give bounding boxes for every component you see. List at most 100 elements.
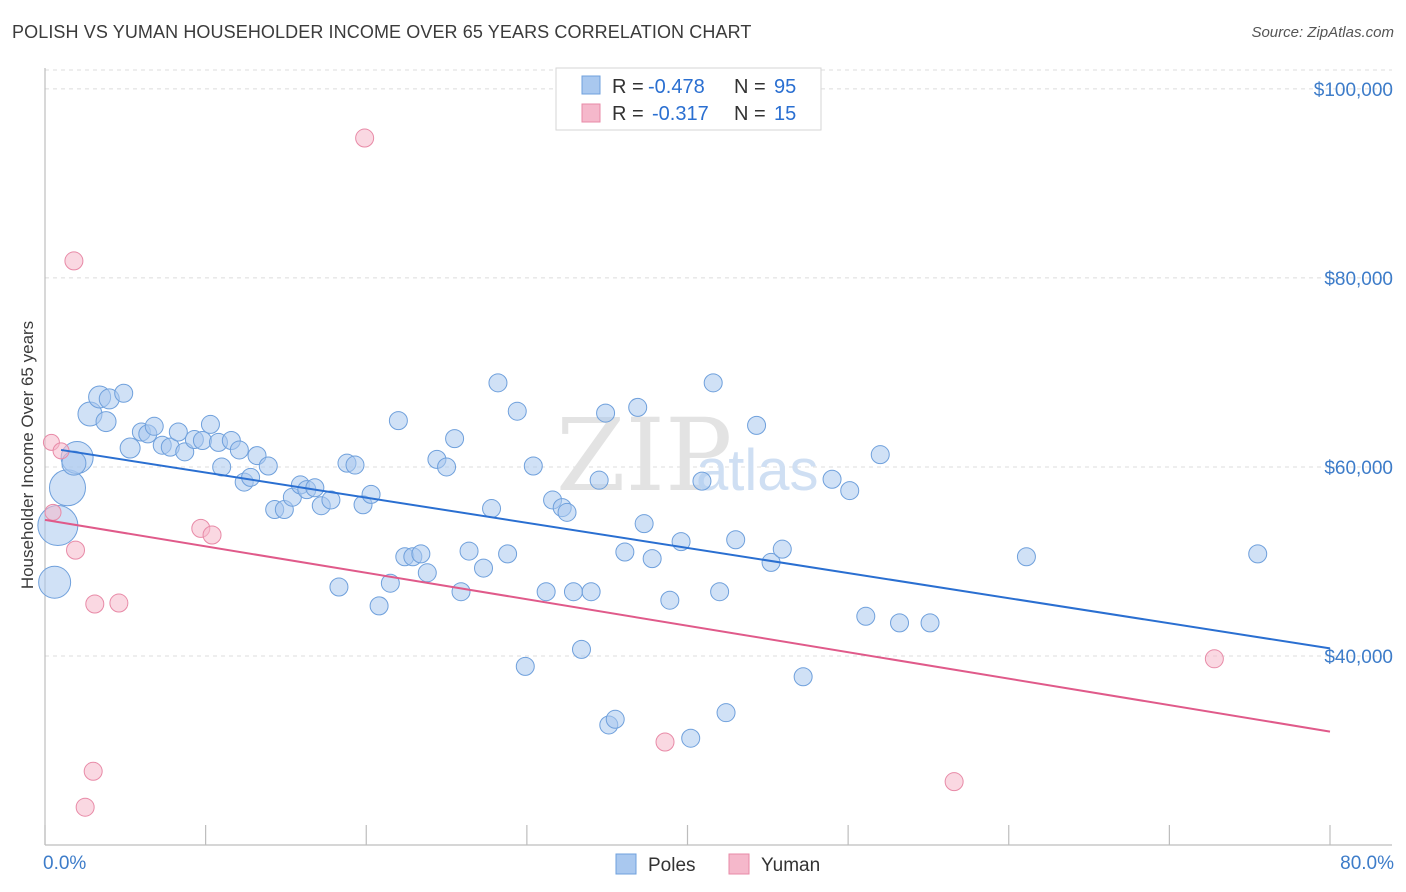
point-poles — [258, 456, 278, 476]
point-poles — [605, 709, 625, 729]
point-poles — [369, 596, 389, 616]
legend-n-label: N = — [734, 76, 766, 98]
point-poles — [1248, 544, 1268, 564]
point-poles — [474, 558, 494, 578]
point-poles — [498, 544, 518, 564]
point-poles — [388, 411, 408, 431]
point-poles — [229, 440, 249, 460]
point-poles — [596, 403, 616, 423]
legend-swatch-poles — [581, 75, 601, 95]
y-tick-label: $40,000 — [1324, 647, 1393, 668]
point-poles — [840, 481, 860, 501]
point-yuman — [75, 797, 95, 817]
point-poles — [563, 582, 583, 602]
point-poles — [361, 484, 381, 504]
bottom-legend: Poles Yuman — [615, 853, 820, 876]
x-tick-label: 80.0% — [1340, 853, 1394, 874]
point-poles — [119, 437, 141, 459]
chart-title: POLISH VS YUMAN HOUSEHOLDER INCOME OVER … — [12, 22, 752, 42]
point-poles — [459, 541, 479, 561]
point-poles — [581, 582, 601, 602]
point-yuman — [944, 772, 964, 792]
axes — [44, 68, 1392, 846]
tick-labels: $40,000 $60,000 $80,000 $100,000 0.0% 80.0% — [43, 80, 1394, 874]
point-poles — [437, 457, 457, 477]
x-tick-label: 0.0% — [43, 853, 86, 874]
point-poles — [710, 582, 730, 602]
point-poles — [411, 544, 431, 564]
watermark-zip: ZIP — [556, 397, 732, 514]
legend: R = -0.478 N = 95 R = -0.317 N = 15 — [555, 67, 822, 131]
bottom-legend-swatch-yuman — [728, 853, 750, 875]
point-poles — [445, 429, 465, 449]
data-points — [37, 128, 1268, 817]
point-yuman — [83, 761, 103, 781]
point-poles — [716, 703, 736, 723]
trend-lines — [44, 448, 1331, 733]
legend-n-value: 15 — [774, 103, 796, 125]
y-axis-label: Householder Income Over 65 years — [18, 321, 37, 589]
point-poles — [329, 577, 349, 597]
point-poles — [38, 565, 72, 599]
point-poles — [589, 470, 609, 490]
point-poles — [482, 499, 502, 519]
point-poles — [726, 530, 746, 550]
trend-line-yuman — [44, 518, 1331, 733]
point-poles — [628, 397, 648, 417]
point-poles — [536, 582, 556, 602]
point-poles — [660, 590, 680, 610]
legend-n-value: 95 — [774, 76, 796, 98]
legend-swatch-yuman — [581, 103, 601, 123]
point-poles — [417, 563, 437, 583]
legend-r-label: R = — [612, 103, 644, 125]
point-poles — [890, 613, 910, 633]
bottom-legend-label-poles: Poles — [648, 855, 696, 876]
point-poles — [48, 469, 86, 507]
bottom-legend-swatch-poles — [615, 853, 637, 875]
point-yuman — [66, 540, 86, 560]
point-poles — [241, 467, 261, 487]
point-poles — [870, 445, 890, 465]
point-poles — [571, 639, 591, 659]
trend-line-poles — [60, 448, 1331, 650]
point-poles — [703, 373, 723, 393]
point-poles — [507, 401, 527, 421]
y-tick-label: $60,000 — [1324, 458, 1393, 479]
point-poles — [856, 606, 876, 626]
point-poles — [615, 542, 635, 562]
point-poles — [634, 514, 654, 534]
point-poles — [144, 416, 164, 436]
legend-r-label: R = — [612, 76, 644, 98]
point-yuman — [355, 128, 375, 148]
point-poles — [114, 383, 134, 403]
legend-n-label: N = — [734, 103, 766, 125]
point-poles — [168, 422, 188, 442]
point-poles — [380, 573, 400, 593]
point-yuman — [44, 503, 62, 521]
y-tick-label: $100,000 — [1314, 80, 1393, 101]
legend-r-value: -0.478 — [648, 76, 705, 98]
point-poles — [192, 430, 212, 450]
point-poles — [451, 582, 471, 602]
legend-r-value: -0.317 — [652, 103, 709, 125]
point-poles — [920, 613, 940, 633]
point-poles — [681, 728, 701, 748]
point-poles — [523, 456, 543, 476]
point-poles — [321, 490, 341, 510]
point-poles — [772, 539, 792, 559]
point-poles — [692, 471, 712, 491]
point-poles — [95, 411, 117, 433]
point-poles — [642, 549, 662, 569]
point-poles — [488, 373, 508, 393]
grid-lines — [45, 69, 1392, 657]
source-label: Source: ZipAtlas.com — [1251, 24, 1394, 41]
y-tick-label: $80,000 — [1324, 269, 1393, 290]
point-poles — [1016, 547, 1036, 567]
point-poles — [793, 667, 813, 687]
point-poles — [747, 415, 767, 435]
point-poles — [557, 502, 577, 522]
point-poles — [200, 414, 220, 434]
point-yuman — [85, 594, 105, 614]
point-yuman — [202, 525, 222, 545]
